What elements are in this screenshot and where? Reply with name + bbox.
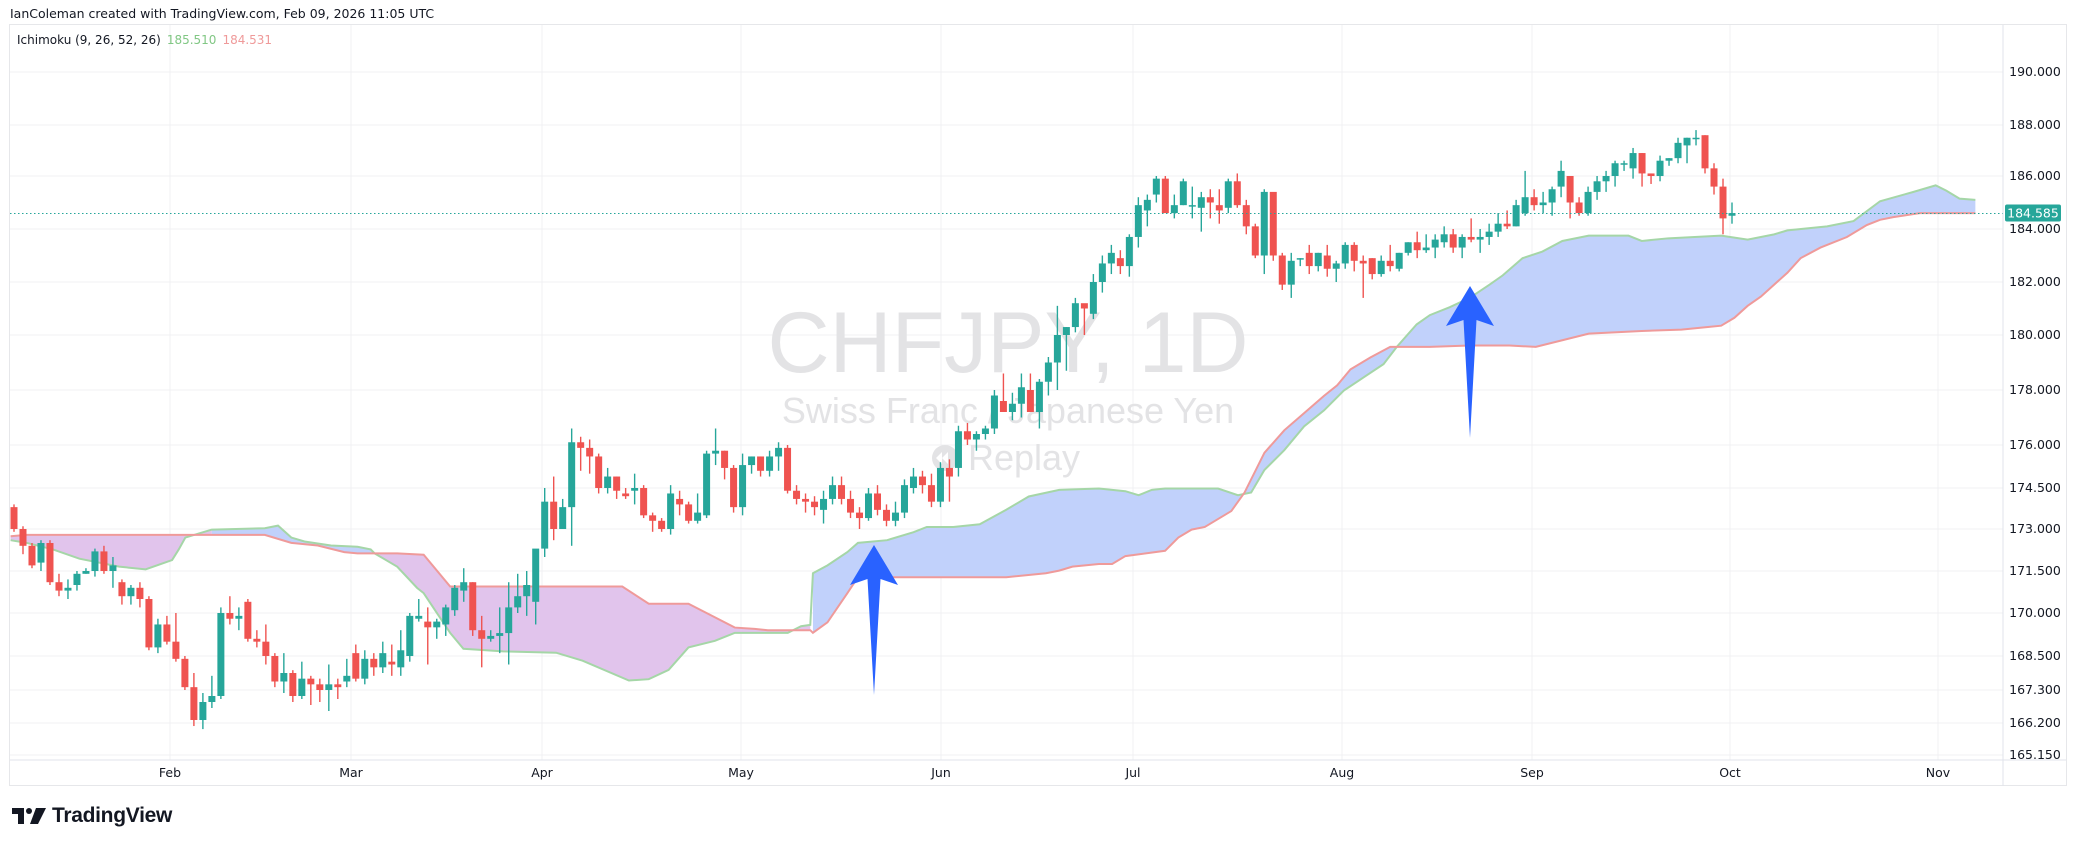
price-tick-label: 180.000 [2009,327,2061,342]
senkou-span-b [10,212,1976,635]
watermark-symbol: CHFJPY, 1D [767,295,1248,391]
price-tick-label: 174.500 [2009,480,2061,495]
price-tick-label: 186.000 [2009,168,2061,183]
price-axis[interactable]: 190.000 188.000 186.000 184.000 182.000 180.0… [2002,25,2061,786]
price-tick-label: 171.500 [2009,563,2061,578]
price-tick-label: 176.000 [2009,437,2061,452]
price-tick-label: 166.200 [2009,715,2061,730]
ichimoku-cloud [10,184,1976,682]
month-tick-label: Feb [159,765,181,780]
price-tick-label: 170.000 [2009,605,2061,620]
month-tick-label: Apr [531,765,553,780]
price-tick-label: 190.000 [2009,64,2061,79]
month-tick-label: Mar [339,765,363,780]
month-tick-label: Jul [1124,765,1140,780]
candlestick-series [10,130,1736,730]
indicator-value-span-a: 185.510 [166,33,217,47]
month-tick-label: Oct [1719,765,1741,780]
arrow-annotations[interactable] [850,286,1494,695]
price-tick-label: 184.000 [2009,221,2061,236]
indicator-name: Ichimoku (9, 26, 52, 26) [17,33,161,47]
tradingview-logo[interactable]: TradingView [12,803,172,829]
rewind-icon [936,452,948,464]
indicator-value-span-b: 184.531 [222,33,273,47]
price-tick-label: 168.500 [2009,648,2061,663]
last-price-label: 184.585 [2007,205,2059,220]
price-tick-label: 165.150 [2009,747,2061,762]
month-tick-label: Aug [1330,765,1354,780]
price-tick-label: 167.300 [2009,682,2061,697]
indicator-legend[interactable]: Ichimoku (9, 26, 52, 26) 185.510 184.531 [17,33,272,47]
month-tick-label: Sep [1520,765,1544,780]
last-price-badge: 184.585 [2005,204,2061,222]
arrow-may-icon[interactable] [850,545,898,695]
tradingview-logo-text: TradingView [52,804,173,827]
price-tick-label: 178.000 [2009,382,2061,397]
price-tick-label: 188.000 [2009,117,2061,132]
time-axis[interactable]: Feb Mar Apr May Jun Jul Aug Sep Oct Nov [10,759,2066,780]
watermark-description: Swiss Franc / Japanese Yen [782,390,1234,431]
price-tick-label: 182.000 [2009,274,2061,289]
senkou-span-a [10,184,1976,682]
replay-watermark: Replay [932,437,1080,478]
month-tick-label: May [728,765,754,780]
tradingview-logo-icon [12,808,46,824]
arrow-aug-icon[interactable] [1446,286,1494,438]
chart-credit: IanColeman created with TradingView.com,… [10,6,435,21]
chart-frame [9,24,2067,786]
month-tick-label: Nov [1926,765,1951,780]
replay-label: Replay [968,437,1080,478]
symbol-watermark: CHFJPY, 1D Swiss Franc / Japanese Yen Re… [767,295,1248,478]
month-tick-label: Jun [930,765,951,780]
price-tick-label: 173.000 [2009,521,2061,536]
